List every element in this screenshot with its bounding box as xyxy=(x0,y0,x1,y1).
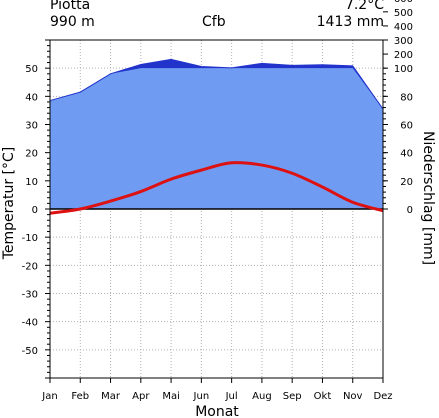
right-tick-label: 300 xyxy=(394,36,413,47)
left-axis-title: Temperatur [°C] xyxy=(1,147,17,261)
annual-precipitation: 1413 mm xyxy=(316,14,384,30)
x-tick-label: Nov xyxy=(343,391,363,402)
right-axis-title: Niederschlag [mm] xyxy=(420,131,436,265)
right-tick-label: 80 xyxy=(400,92,413,103)
axes: -50-40-30-20-100102030405002040608010020… xyxy=(22,0,413,402)
left-tick-label: 50 xyxy=(25,64,38,75)
station-name: Piotta xyxy=(50,0,91,13)
x-axis-title: Monat xyxy=(195,404,239,418)
x-tick-label: Mar xyxy=(101,391,121,402)
x-tick-label: Apr xyxy=(132,391,150,402)
left-tick-label: -30 xyxy=(22,290,38,301)
x-tick-label: Dez xyxy=(373,391,392,402)
left-tick-label: -10 xyxy=(22,233,38,244)
left-tick-label: -40 xyxy=(22,318,38,329)
climate-classification: Cfb xyxy=(202,14,226,30)
right-tick-label: 60 xyxy=(400,121,413,132)
mean-annual-temperature: 7.2°C xyxy=(344,0,384,13)
x-tick-label: Okt xyxy=(314,391,332,402)
precipitation-series xyxy=(49,58,384,210)
x-tick-label: Jun xyxy=(193,391,210,402)
x-tick-label: Jul xyxy=(225,391,238,402)
right-tick-label: 100 xyxy=(394,64,413,75)
precipitation-line xyxy=(49,58,384,110)
x-tick-label: Mai xyxy=(162,391,180,402)
x-tick-label: Sep xyxy=(283,391,302,402)
left-tick-label: 40 xyxy=(25,92,38,103)
left-tick-label: -20 xyxy=(22,261,38,272)
x-tick-label: Jan xyxy=(41,391,57,402)
right-tick-label: 500 xyxy=(394,8,413,19)
right-tick-label: 20 xyxy=(400,177,413,188)
right-tick-label: 0 xyxy=(407,205,413,216)
temperature-series xyxy=(49,161,384,215)
temperature-line xyxy=(49,161,384,215)
left-tick-label: 20 xyxy=(25,149,38,160)
left-tick-label: -50 xyxy=(22,346,38,357)
x-tick-label: Aug xyxy=(252,391,272,402)
station-elevation: 990 m xyxy=(50,14,95,30)
left-tick-label: 30 xyxy=(25,121,38,132)
precipitation-area xyxy=(50,68,383,210)
left-tick-label: 10 xyxy=(25,177,38,188)
right-tick-label: 40 xyxy=(400,149,413,160)
right-tick-label: 600 xyxy=(394,0,413,5)
x-tick-label: Feb xyxy=(71,391,89,402)
left-tick-label: 0 xyxy=(32,205,38,216)
right-tick-label: 200 xyxy=(394,50,413,61)
right-tick-label: 400 xyxy=(394,22,413,33)
